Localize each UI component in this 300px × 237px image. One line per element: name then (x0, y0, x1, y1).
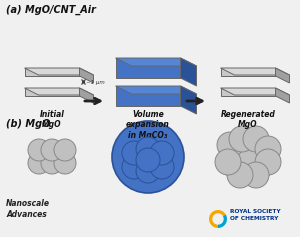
Circle shape (28, 152, 50, 174)
Polygon shape (181, 86, 196, 114)
Circle shape (54, 139, 76, 161)
Polygon shape (25, 88, 80, 96)
Circle shape (41, 139, 63, 161)
Circle shape (243, 126, 269, 152)
Polygon shape (25, 68, 94, 75)
Polygon shape (25, 68, 80, 76)
Text: Volume
expansion
in MgCO₃: Volume expansion in MgCO₃ (126, 110, 170, 140)
Circle shape (122, 155, 146, 179)
Polygon shape (220, 68, 275, 76)
Circle shape (136, 148, 160, 172)
Circle shape (243, 162, 269, 188)
Circle shape (215, 149, 241, 175)
Wedge shape (218, 214, 227, 228)
Circle shape (229, 126, 255, 152)
Polygon shape (275, 68, 290, 83)
Text: Nanoscale
Advances: Nanoscale Advances (6, 199, 50, 219)
Circle shape (150, 141, 174, 165)
Circle shape (213, 214, 223, 224)
Polygon shape (275, 88, 290, 103)
Polygon shape (116, 86, 196, 94)
Polygon shape (181, 58, 196, 86)
Circle shape (54, 152, 76, 174)
Polygon shape (116, 58, 181, 78)
Polygon shape (80, 68, 94, 83)
Wedge shape (209, 210, 226, 228)
Text: ROYAL SOCIETY
OF CHEMISTRY: ROYAL SOCIETY OF CHEMISTRY (230, 209, 280, 221)
Text: Initial
MgO: Initial MgO (40, 110, 64, 129)
Text: ~1 μm: ~1 μm (85, 79, 104, 85)
Circle shape (136, 159, 160, 183)
Polygon shape (116, 58, 196, 66)
Circle shape (220, 129, 276, 185)
Circle shape (28, 139, 50, 161)
Polygon shape (116, 86, 181, 106)
Circle shape (136, 137, 160, 161)
Text: (b) MgO: (b) MgO (6, 119, 50, 129)
Circle shape (255, 149, 281, 175)
Circle shape (255, 136, 281, 162)
Text: (a) MgO/CNT_Air: (a) MgO/CNT_Air (6, 5, 96, 15)
Polygon shape (220, 88, 275, 96)
Circle shape (122, 141, 146, 165)
Circle shape (217, 132, 243, 158)
Polygon shape (220, 68, 290, 75)
Text: Regenerated
MgO: Regenerated MgO (220, 110, 275, 129)
Polygon shape (80, 88, 94, 103)
Circle shape (227, 162, 253, 188)
Polygon shape (25, 88, 94, 95)
Polygon shape (220, 88, 290, 95)
Circle shape (150, 155, 174, 179)
Circle shape (41, 152, 63, 174)
Circle shape (112, 121, 184, 193)
